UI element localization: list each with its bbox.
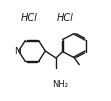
Text: N: N [14, 46, 20, 56]
Text: HCl: HCl [57, 13, 74, 23]
Text: HCl: HCl [21, 13, 37, 23]
Text: NH₂: NH₂ [52, 80, 68, 89]
